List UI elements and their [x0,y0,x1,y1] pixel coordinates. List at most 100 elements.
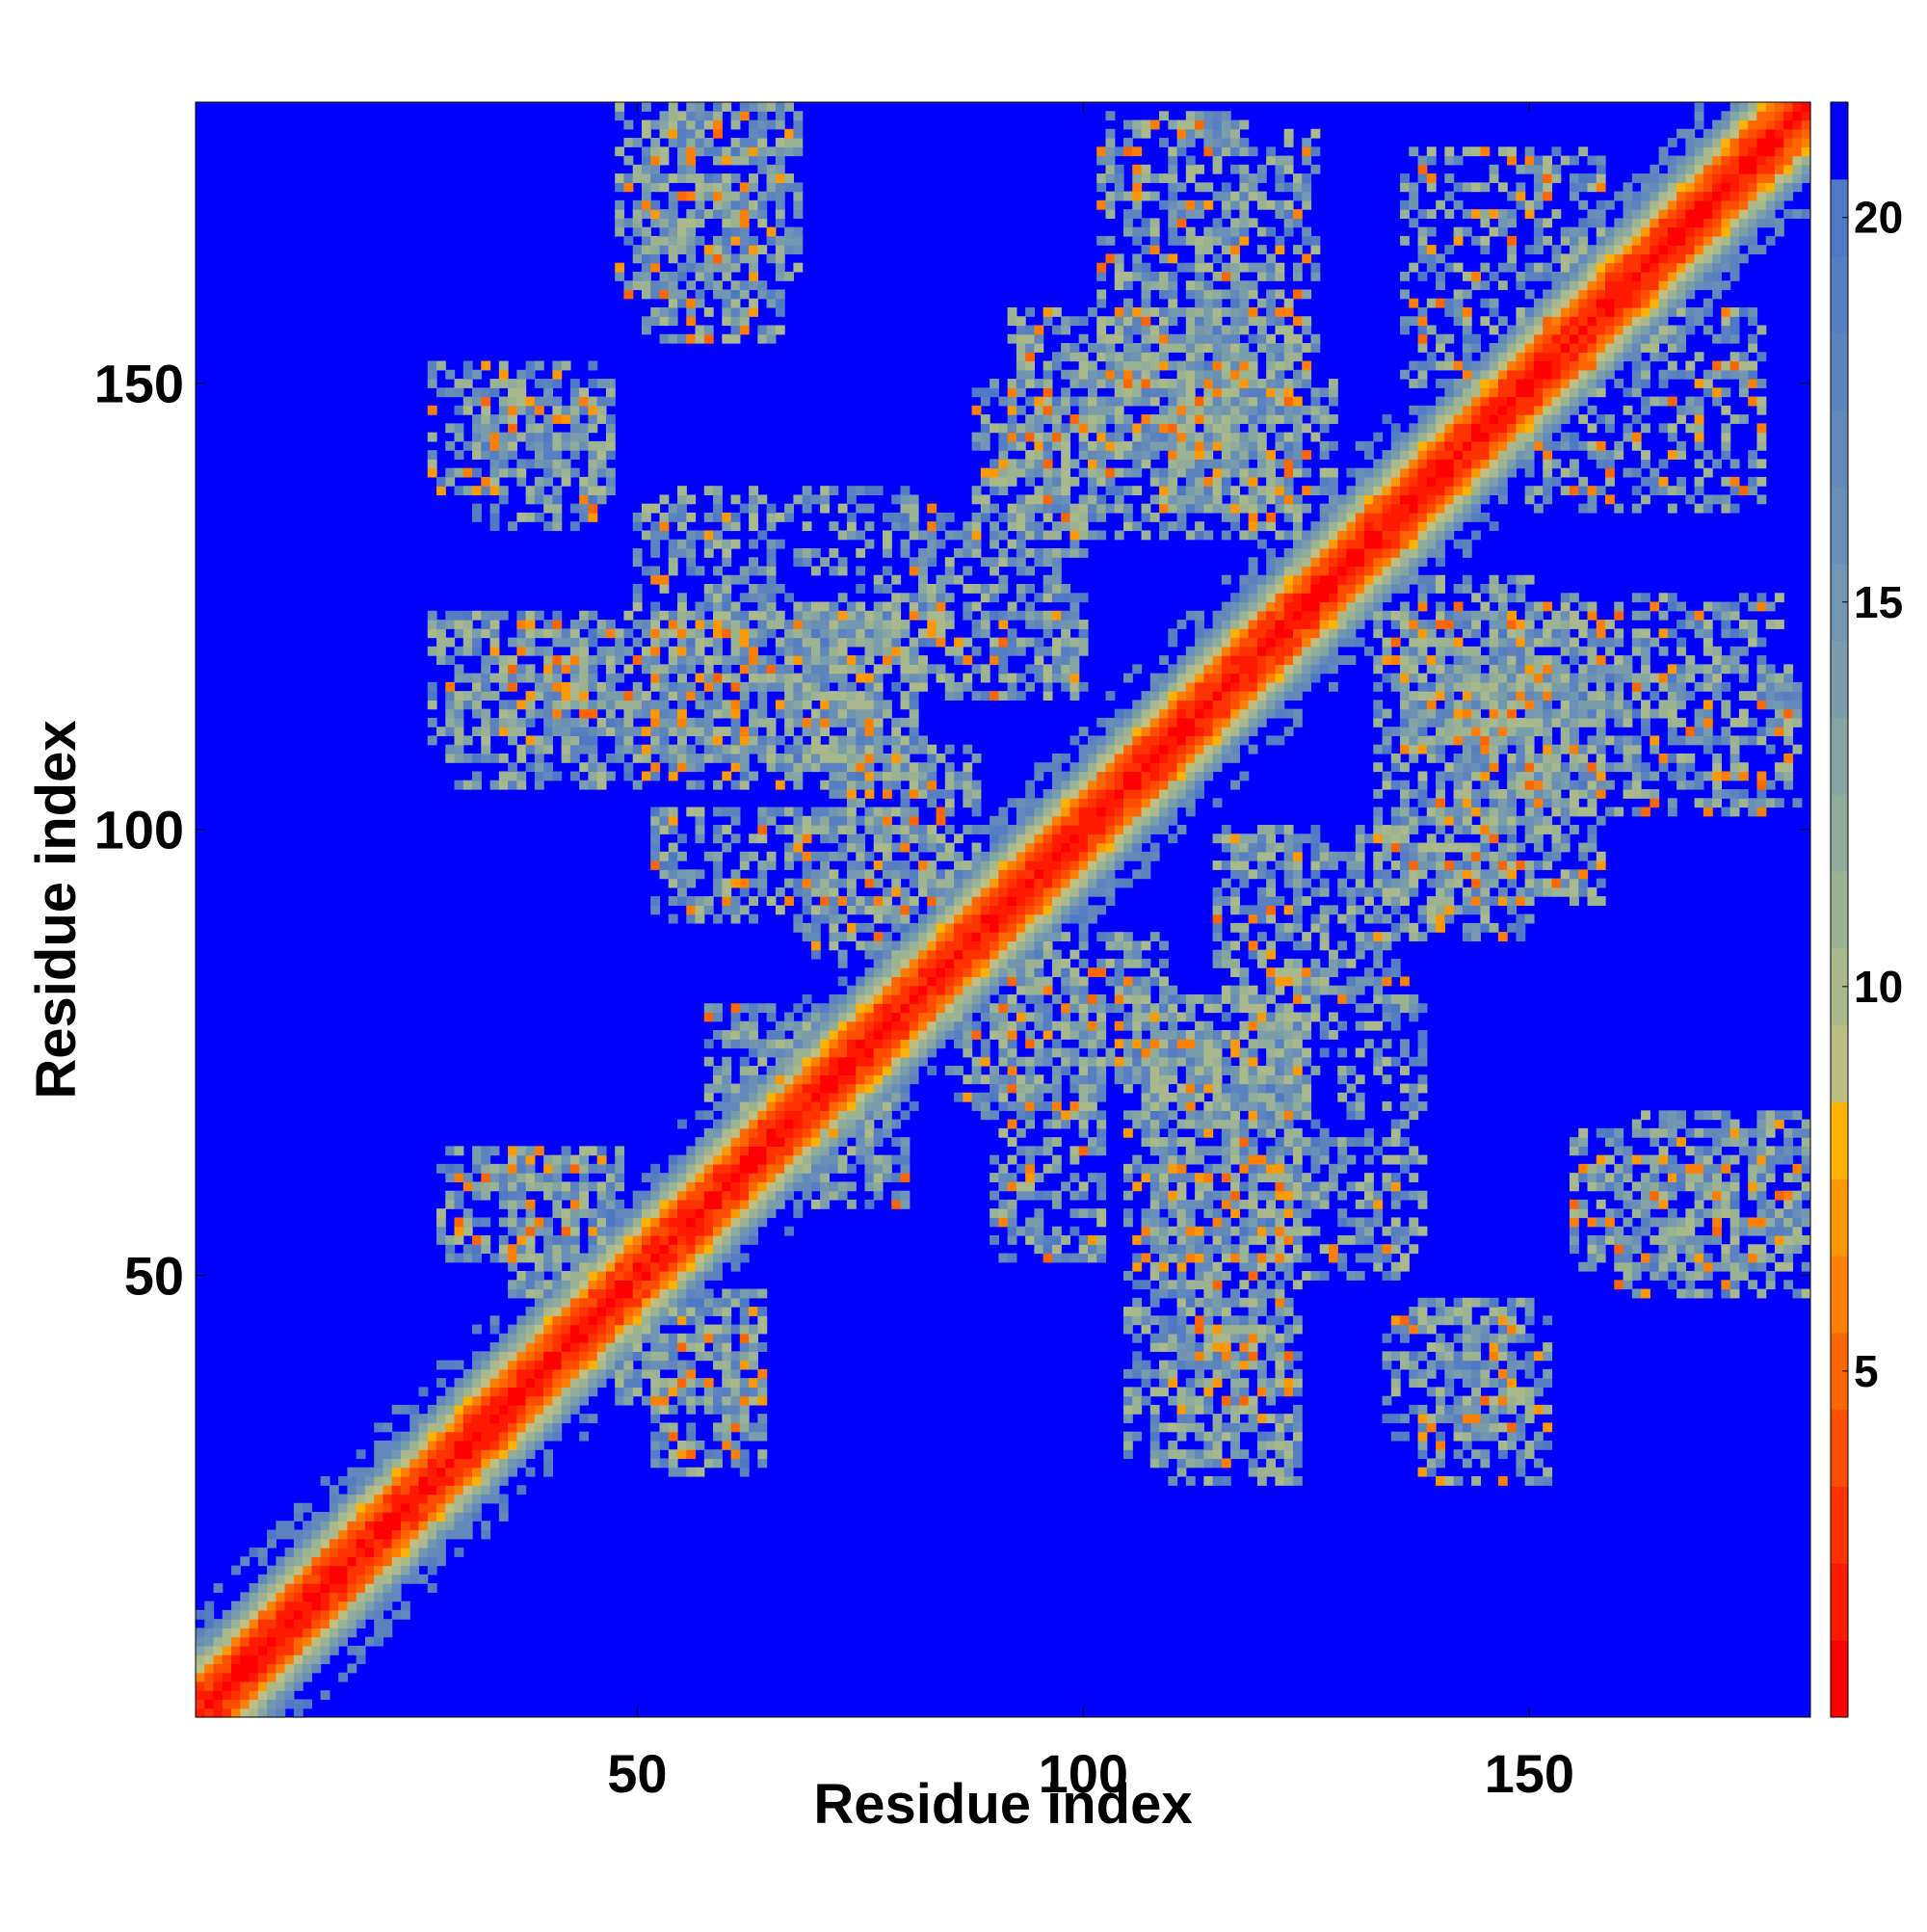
heatmap-cell [944,949,955,960]
heatmap-cell [909,717,919,728]
heatmap-cell [623,1288,634,1299]
heatmap-cell [1087,860,1097,870]
heatmap-cell [784,1137,794,1147]
heatmap-cell [677,869,687,880]
heatmap-cell [864,646,875,656]
heatmap-cell [383,1512,393,1522]
heatmap-cell [990,825,999,834]
heatmap-cell [516,387,527,398]
heatmap-cell [944,976,955,987]
heatmap-cell [713,173,723,183]
heatmap-cell [284,1583,295,1593]
heatmap-cell [677,1387,687,1397]
heatmap-cell [383,1422,393,1433]
heatmap-cell [775,708,785,719]
heatmap-cell [329,1502,339,1513]
heatmap-cell [489,1360,500,1370]
heatmap-cell [677,146,687,157]
heatmap-cell [508,1414,517,1424]
heatmap-cell [445,387,456,398]
heatmap-cell [472,1234,482,1245]
heatmap-cell [596,486,607,496]
heatmap-cell [427,1449,437,1460]
heatmap-cell [641,253,651,264]
heatmap-cell [722,1181,732,1192]
heatmap-cell [775,235,785,246]
heatmap-cell [436,1217,446,1228]
heatmap-cell [766,681,777,692]
heatmap-cell [569,1226,580,1236]
heatmap-cell [1016,860,1026,870]
heatmap-cell [418,1512,429,1522]
heatmap-cell [971,993,982,1004]
heatmap-cell [810,1154,821,1165]
heatmap-cell [650,905,661,915]
heatmap-cell [596,1234,607,1245]
heatmap-cell [579,1173,590,1183]
heatmap-cell [472,780,482,790]
heatmap-cell [596,1333,607,1343]
heatmap-cell [1051,825,1062,834]
heatmap-cell [810,815,821,826]
heatmap-cell [864,637,875,648]
heatmap-cell [810,922,821,933]
heatmap-cell [303,1521,312,1531]
heatmap-cell [810,620,821,629]
heatmap-cell [1078,976,1089,987]
heatmap-cell [222,1690,232,1701]
heatmap-cell [668,681,678,692]
heatmap-cell [1007,1047,1017,1058]
heatmap-cell [722,226,732,237]
heatmap-cell [891,521,902,532]
heatmap-cell [588,503,598,514]
heatmap-cell [311,1609,322,1620]
heatmap-cell [489,1449,500,1460]
heatmap-cell [650,610,661,621]
heatmap-cell [561,1146,571,1156]
heatmap-cell [561,1297,571,1308]
heatmap-cell [1034,1190,1044,1201]
heatmap-cell [757,333,768,344]
heatmap-cell [569,744,580,754]
heatmap-cell [990,967,999,978]
heatmap-cell [810,949,821,960]
heatmap-cell [1069,860,1080,870]
heatmap-cell [1016,459,1026,469]
heatmap-cell [873,584,884,594]
heatmap-cell [267,1707,277,1718]
heatmap-cell [588,1288,598,1299]
heatmap-cell [284,1636,295,1647]
heatmap-cell [936,1012,946,1022]
heatmap-cell [489,1395,500,1406]
heatmap-cell [998,993,1009,1004]
heatmap-cell [338,1565,349,1575]
heatmap-cell [1051,780,1062,790]
heatmap-cell [1069,503,1080,514]
heatmap-cell [1051,815,1062,826]
heatmap-cell [659,1387,670,1397]
heatmap-cell [427,735,437,746]
heatmap-cell [374,1592,384,1602]
heatmap-cell [757,610,768,621]
heatmap-cell [204,1690,215,1701]
heatmap-cell [508,664,517,675]
heatmap-cell [293,1707,304,1718]
heatmap-cell [730,1012,741,1022]
heatmap-cell [784,1163,794,1174]
heatmap-cell [489,1315,500,1326]
heatmap-cell [963,905,973,915]
heatmap-cell [569,1315,580,1326]
heatmap-cell [971,1074,982,1085]
heatmap-cell [980,825,990,834]
heatmap-cell [311,1565,322,1575]
heatmap-cell [427,1521,437,1531]
heatmap-cell [1051,414,1062,424]
heatmap-cell [516,1226,527,1236]
heatmap-cell [445,681,456,692]
heatmap-cell [900,932,911,942]
heatmap-cell [1061,798,1071,808]
heatmap-cell [677,1315,687,1326]
heatmap-cell [766,860,777,870]
heatmap-cell [561,691,571,701]
heatmap-cell [1016,1181,1026,1192]
